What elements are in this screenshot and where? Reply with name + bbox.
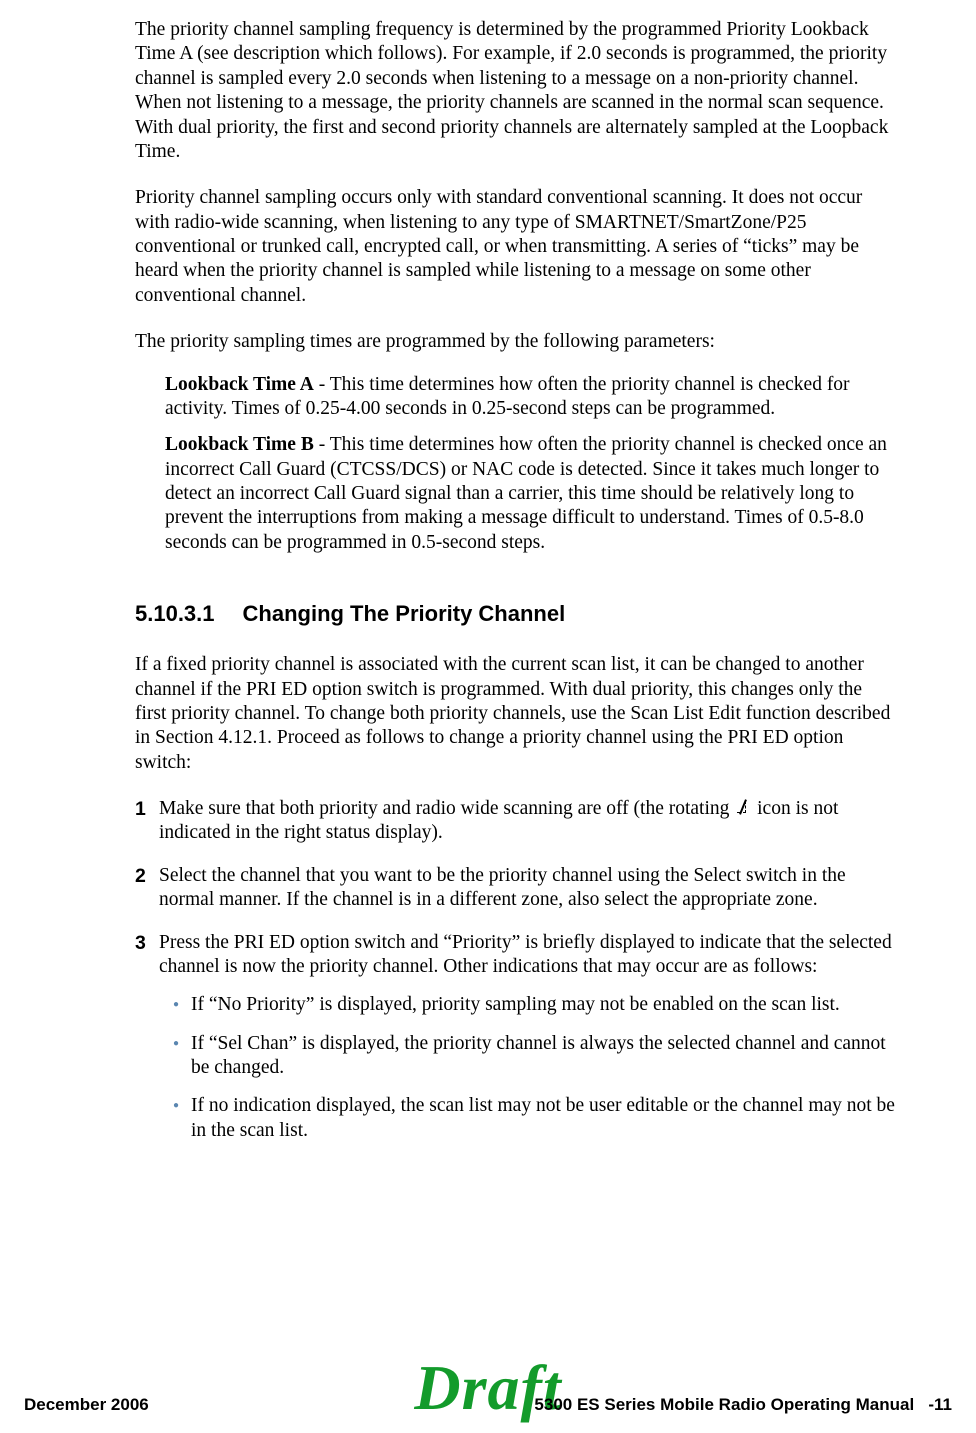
bullet-dot-icon: ● [173,1032,191,1081]
section-heading: 5.10.3.1 Changing The Priority Channel [135,601,895,627]
definition-item: Lookback Time A - This time determines h… [165,373,895,422]
footer-title-page: 5300 ES Series Mobile Radio Operating Ma… [534,1395,952,1415]
step-number: 3 [135,931,159,1158]
scan-rotating-icon [736,799,750,816]
step-number: 1 [135,797,159,846]
page-content: The priority channel sampling frequency … [135,18,895,1175]
section-number: 5.10.3.1 [135,601,215,627]
paragraph: If a fixed priority channel is associate… [135,653,895,775]
list-item: 2 Select the channel that you want to be… [135,864,895,913]
bullet-list: ● If “No Priority” is displayed, priorit… [159,993,895,1143]
term-label: Lookback Time A [165,374,314,395]
definition-item: Lookback Time B - This time determines h… [165,433,895,555]
footer-date: December 2006 [24,1395,149,1415]
bullet-item: ● If no indication displayed, the scan l… [159,1094,895,1143]
list-item: 3 Press the PRI ED option switch and “Pr… [135,931,895,1158]
manual-title: 5300 ES Series Mobile Radio Operating Ma… [534,1395,914,1414]
list-item: 1 Make sure that both priority and radio… [135,797,895,846]
paragraph: The priority channel sampling frequency … [135,18,895,164]
bullet-dot-icon: ● [173,1094,191,1143]
paragraph: Priority channel sampling occurs only wi… [135,186,895,308]
section-title: Changing The Priority Channel [243,601,566,626]
bullet-text: If no indication displayed, the scan lis… [191,1094,895,1143]
step-number: 2 [135,864,159,913]
bullet-item: ● If “No Priority” is displayed, priorit… [159,993,895,1017]
step-text: Press the PRI ED option switch and “Prio… [159,931,895,1158]
text-fragment: Press the PRI ED option switch and “Prio… [159,932,892,977]
definition-list: Lookback Time A - This time determines h… [135,373,895,556]
page-number: -11 [928,1395,952,1414]
term-label: Lookback Time B [165,434,314,455]
text-fragment: Make sure that both priority and radio w… [159,798,734,819]
numbered-list: 1 Make sure that both priority and radio… [135,797,895,1157]
page-footer: December 2006 Draft 5300 ES Series Mobil… [0,1385,976,1415]
bullet-text: If “No Priority” is displayed, priority … [191,993,895,1017]
step-text: Select the channel that you want to be t… [159,864,895,913]
bullet-text: If “Sel Chan” is displayed, the priority… [191,1032,895,1081]
paragraph: The priority sampling times are programm… [135,330,895,354]
step-text: Make sure that both priority and radio w… [159,797,895,846]
bullet-item: ● If “Sel Chan” is displayed, the priori… [159,1032,895,1081]
bullet-dot-icon: ● [173,993,191,1017]
